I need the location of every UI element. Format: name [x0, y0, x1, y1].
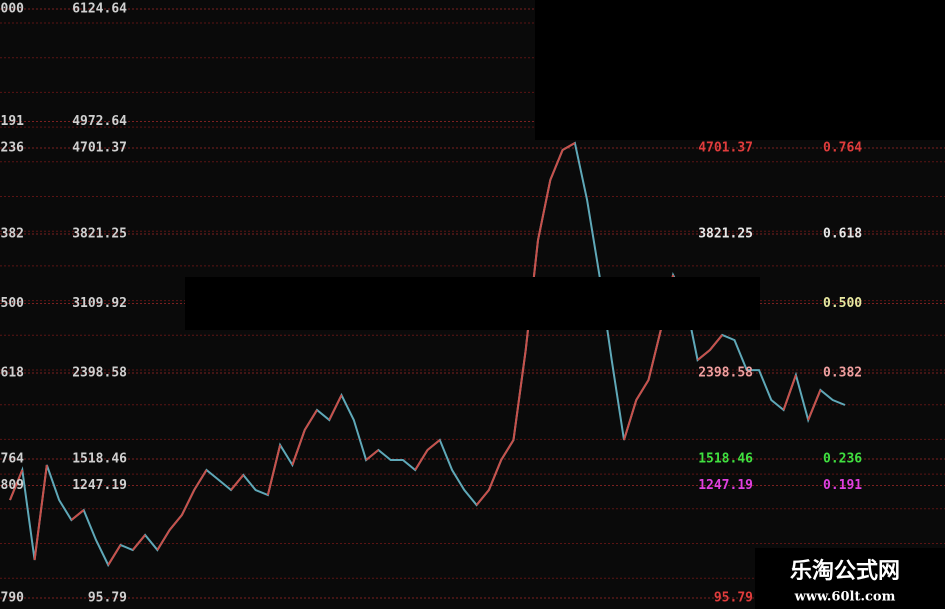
level-left-ratio: 382 [1, 227, 24, 242]
rise-segment [697, 349, 711, 361]
level-left-ratio: 000 [1, 1, 25, 16]
rise-segment [230, 474, 245, 491]
mask-box [185, 277, 760, 330]
level-left-price: 1518.46 [72, 452, 127, 467]
mask-box [535, 0, 945, 140]
rise-segment [512, 349, 527, 441]
watermark-url: www.60lt.com [794, 590, 896, 605]
rise-segment [266, 444, 282, 496]
watermark-title: 乐淘公式网 [790, 558, 900, 584]
rise-segment [132, 534, 146, 551]
rise-segment [303, 409, 318, 431]
rise-segment [487, 459, 503, 491]
level-left-price: 1247.19 [72, 478, 127, 493]
level-left-ratio: 236 [1, 141, 25, 156]
level-ratio: 0.764 [823, 141, 862, 156]
plot [9, 141, 846, 568]
level-ratio: 0.191 [823, 478, 862, 493]
rise-segment [537, 179, 552, 241]
level-right-price: 4701.37 [698, 141, 753, 156]
level-left-price: 4701.37 [72, 141, 127, 156]
level-left-ratio: 764 [1, 452, 25, 467]
rise-segment [475, 489, 490, 506]
level-left-price: 95.79 [88, 591, 127, 606]
rise-segment [647, 329, 662, 381]
level-left-ratio: 809 [1, 478, 24, 493]
level-left-price: 6124.64 [72, 1, 127, 16]
level-left-price: 2398.58 [72, 366, 127, 381]
rise-segment [807, 389, 822, 421]
level-right-price: 1518.46 [698, 452, 753, 467]
level-left-ratio: 191 [1, 114, 25, 129]
rise-segment [426, 439, 441, 451]
rise-segment [709, 334, 723, 351]
rise-segment [168, 514, 183, 531]
level-left-ratio: 790 [1, 591, 25, 606]
level-left-price: 3109.92 [72, 296, 127, 311]
rise-segment [33, 464, 48, 561]
level-ratio: 0.236 [823, 452, 862, 467]
rise-segment [500, 439, 515, 461]
level-right-price: 95.79 [714, 591, 753, 606]
rise-segment [562, 142, 576, 151]
watermark-box [755, 548, 945, 609]
level-right-price: 3821.25 [698, 227, 753, 242]
level-right-price: 1247.19 [698, 478, 753, 493]
level-left-ratio: 618 [1, 366, 25, 381]
rise-segment [70, 509, 85, 521]
rise-segment [9, 469, 24, 501]
level-left-ratio: 500 [1, 296, 25, 311]
rise-segment [414, 449, 429, 471]
labels: 000 6124.64 191 4972.64 236 4701.37 4701.37 0.7… [1, 1, 863, 605]
level-ratio: 0.500 [823, 296, 862, 311]
rise-segment [328, 394, 343, 421]
rise-segment [107, 544, 122, 566]
rise-segment [365, 449, 380, 461]
rise-segment [181, 489, 196, 516]
rise-segment [291, 429, 306, 466]
rise-segment [156, 529, 171, 551]
level-left-price: 4972.64 [72, 114, 127, 129]
level-left-price: 3821.25 [72, 227, 127, 242]
level-right-price: 2398.58 [698, 366, 753, 381]
rise-segment [549, 149, 564, 181]
level-ratio: 0.382 [823, 366, 862, 381]
rise-segment [635, 379, 650, 401]
level-ratio: 0.618 [823, 227, 862, 242]
rise-segment [782, 374, 797, 411]
rise-segment [623, 399, 638, 441]
rise-segment [193, 469, 208, 491]
